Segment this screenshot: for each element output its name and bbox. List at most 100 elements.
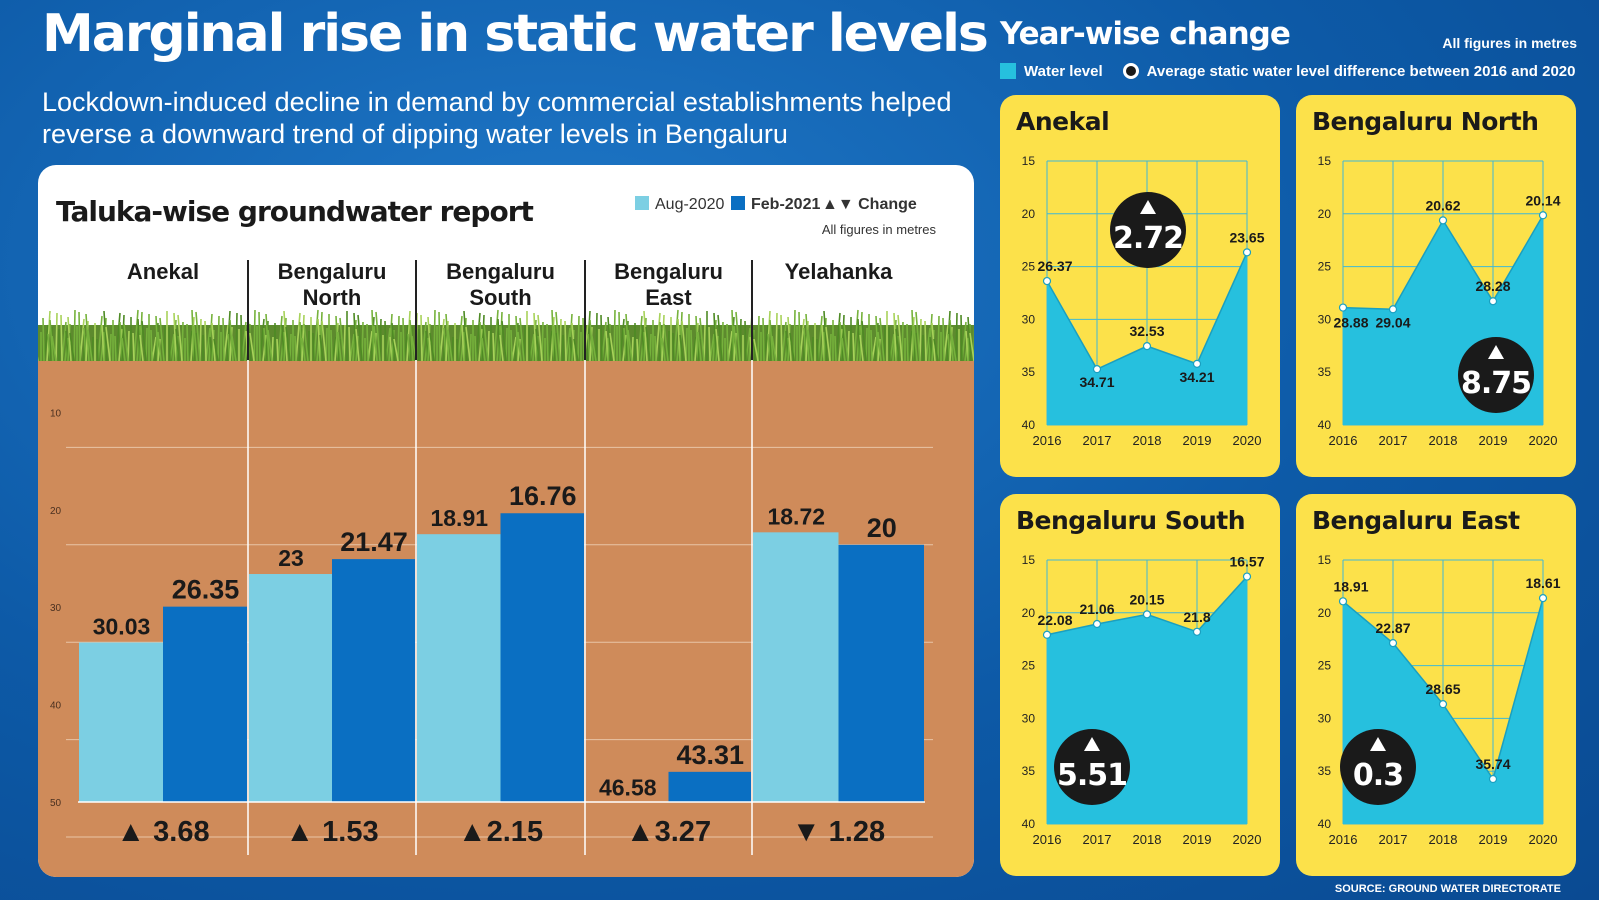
data-label: 22.08 — [1037, 612, 1072, 628]
data-point — [1242, 248, 1252, 257]
y-tick-label: 25 — [1318, 260, 1332, 274]
x-tick-label: 2019 — [1183, 832, 1212, 847]
main-title: Marginal rise in static water levels — [42, 4, 989, 64]
taluka-bar-chart: Taluka-wise groundwater report Aug-2020 Fe… — [38, 195, 974, 877]
legend-difference: Average static water level difference be… — [1146, 62, 1576, 80]
x-tick-label: 2020 — [1529, 433, 1558, 448]
left-chart-units: All figures in metres — [822, 222, 937, 237]
bar-value-label: 23 — [278, 545, 304, 571]
data-point — [1142, 610, 1152, 619]
y-tick-label: 25 — [1318, 659, 1332, 673]
data-label: 34.21 — [1179, 369, 1214, 385]
year-wise-legend: Water level Average static water level d… — [1000, 61, 1575, 81]
x-tick-label: 2017 — [1083, 433, 1112, 448]
bar-value-label: 46.58 — [599, 775, 657, 801]
y-tick-label: 30 — [50, 603, 62, 614]
data-point — [1338, 303, 1348, 312]
bar-value-label: 30.03 — [93, 613, 151, 639]
bar-value-label: 43.31 — [676, 740, 744, 770]
bar-feb-2021 — [668, 771, 751, 802]
data-point — [1438, 700, 1448, 709]
bar-value-label: 26.35 — [172, 575, 240, 605]
bar-feb-2021 — [332, 559, 415, 802]
change-label: ▲ 3.68 — [116, 816, 209, 848]
y-tick-label: 20 — [1022, 207, 1036, 221]
bar-aug-2020 — [79, 642, 163, 802]
legend-water-level: Water level — [1024, 62, 1103, 80]
water-level-swatch — [1000, 63, 1016, 79]
x-tick-label: 2016 — [1033, 832, 1062, 847]
y-tick-label: 0 — [50, 311, 56, 322]
x-tick-label: 2019 — [1479, 433, 1508, 448]
x-tick-label: 2020 — [1233, 832, 1262, 847]
year-wise-title: Year-wise change — [1000, 16, 1291, 52]
panel-title-bengaluru-east: Bengaluru East — [1312, 506, 1520, 535]
data-label: 28.88 — [1333, 315, 1368, 331]
legend-aug-label: Aug-2020 — [655, 196, 724, 213]
x-tick-label: 2016 — [1033, 433, 1062, 448]
change-label: ▲ 1.53 — [285, 816, 378, 848]
x-tick-label: 2020 — [1529, 832, 1558, 847]
data-label: 32.53 — [1129, 323, 1164, 339]
data-point — [1388, 305, 1398, 314]
x-tick-label: 2017 — [1379, 433, 1408, 448]
y-tick-label: 30 — [1318, 312, 1332, 326]
data-point — [1092, 619, 1102, 629]
bar-feb-2021 — [500, 513, 584, 802]
category-label: Anekal — [127, 259, 199, 284]
data-label: 21.8 — [1183, 609, 1210, 625]
up-arrow-icon — [1488, 345, 1504, 359]
y-tick-label: 35 — [1022, 764, 1036, 778]
bar-aug-2020 — [249, 574, 332, 802]
data-label: 20.14 — [1525, 192, 1560, 208]
data-label: 28.65 — [1425, 681, 1460, 697]
data-label: 21.06 — [1079, 601, 1114, 617]
bar-aug-2020 — [753, 532, 839, 802]
bar-feb-2021 — [163, 606, 247, 802]
legend-change-label: ▲▼ Change — [822, 196, 917, 213]
year-wise-units: All figures in metres — [1442, 35, 1577, 51]
difference-dot-swatch — [1122, 63, 1139, 79]
data-point — [1338, 597, 1348, 606]
category-label: Bengaluru South — [446, 259, 555, 310]
subtitle: Lockdown-induced decline in demand by co… — [42, 87, 952, 149]
y-tick-label: 15 — [1318, 553, 1332, 567]
y-tick-label: 40 — [50, 701, 62, 712]
y-tick-label: 20 — [1318, 207, 1332, 221]
y-tick-label: 40 — [1022, 817, 1036, 831]
y-tick-label: 40 — [1318, 418, 1332, 432]
y-tick-label: 20 — [1318, 606, 1332, 620]
x-tick-label: 2018 — [1429, 433, 1458, 448]
data-label: 23.65 — [1229, 229, 1264, 245]
difference-value: 2.72 — [1113, 221, 1183, 256]
legend-swatch-feb — [731, 196, 745, 210]
grass-strip — [38, 309, 974, 362]
y-tick-label: 30 — [1022, 711, 1036, 725]
x-tick-label: 2017 — [1379, 832, 1408, 847]
y-tick-label: 20 — [50, 506, 62, 517]
difference-badge — [1110, 192, 1186, 268]
category-label: Bengaluru East — [614, 259, 723, 310]
data-point — [1242, 572, 1252, 581]
category-label: Bengaluru North — [278, 259, 387, 310]
data-point — [1092, 365, 1102, 374]
x-tick-label: 2018 — [1133, 832, 1162, 847]
left-chart-title: Taluka-wise groundwater report — [56, 195, 534, 228]
y-tick-label: 10 — [50, 408, 62, 419]
source-note: SOURCE: GROUND WATER DIRECTORATE — [1334, 883, 1561, 895]
bar-feb-2021 — [838, 544, 924, 802]
y-tick-label: 20 — [1022, 606, 1036, 620]
panel-bengaluru-south: Bengaluru South 15 20 25 30 35 40 2016 2017 2018… — [1000, 494, 1280, 876]
difference-badge — [1458, 337, 1534, 413]
y-tick-label: 30 — [1022, 312, 1036, 326]
bar-value-label: 21.47 — [340, 527, 408, 557]
y-tick-label: 50 — [50, 798, 62, 809]
data-label: 22.87 — [1375, 620, 1410, 636]
legend-swatch-aug — [635, 196, 649, 210]
difference-badge — [1054, 729, 1130, 805]
change-label: ▼ 1.28 — [792, 816, 885, 848]
